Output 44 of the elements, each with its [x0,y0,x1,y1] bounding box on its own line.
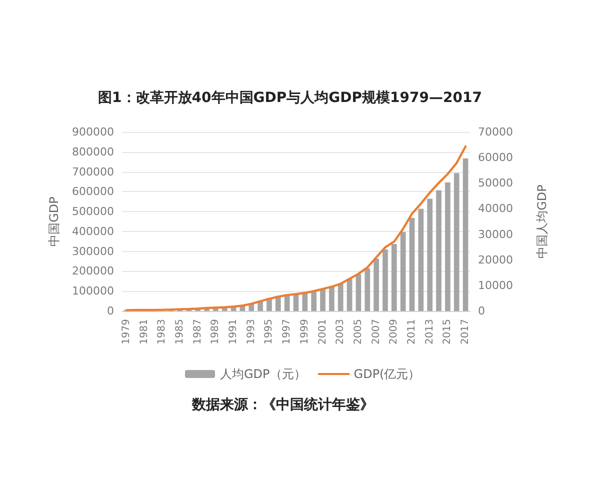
x-tick-label: 2005 [352,319,364,344]
x-tick-label: 2009 [388,319,400,344]
x-tick-label: 2017 [460,319,472,344]
legend-label: GDP(亿元） [354,367,420,381]
x-tick-label: 2001 [317,319,328,344]
legend-label: 人均GDP（元） [220,367,306,381]
y-tick-label: 500000 [72,205,114,218]
x-tick-label: 1995 [264,319,275,344]
y-tick-label: 400000 [72,224,114,238]
y2-tick-label: 30000 [478,228,513,241]
y2-tick-label: 60000 [478,151,513,164]
x-tick-label: 1985 [174,319,186,344]
y-tick-label: 600000 [72,185,114,198]
y-axis-title: 中国GDP [47,196,61,246]
x-tick-label: 1993 [246,319,257,344]
y-tick-label: 100000 [72,284,114,298]
x-tick-label: 1999 [299,319,310,344]
y2-tick-label: 70000 [478,126,513,138]
x-tick-label: 1979 [120,319,132,344]
y-tick-label: 800000 [72,145,114,158]
y2-tick-label: 20000 [478,253,513,266]
y2-axis-title: 中国人均GDP [535,184,549,258]
x-tick-label: 2013 [424,319,436,344]
y2-tick-label: 10000 [478,278,513,292]
x-tick-label: 1987 [192,319,204,344]
y2-tick-label: 50000 [478,176,513,190]
x-tick-label: 1991 [228,319,240,344]
y-tick-label: 0 [107,304,114,318]
y-tick-label: 900000 [72,126,114,138]
x-tick-label: 2015 [442,319,454,344]
y-tick-label: 700000 [72,165,114,178]
x-tick-label: 1981 [138,319,150,344]
x-tick-label: 2003 [335,319,346,344]
x-tick-label: 2007 [370,319,382,344]
y-tick-label: 200000 [72,264,114,278]
source-note: 数据来源：《中国统计年鉴》 [191,396,374,413]
y2-tick-label: 40000 [478,202,513,216]
x-tick-label: 1997 [282,319,293,344]
x-tick-label: 1983 [156,319,168,344]
x-tick-label: 1989 [210,319,222,344]
y-tick-label: 300000 [72,244,114,258]
x-tick-label: 2011 [406,319,418,344]
chart-title: 图1：改革开放40年中国GDP与人均GDP规模1979—2017 [98,90,482,106]
y2-tick-label: 0 [478,304,485,318]
